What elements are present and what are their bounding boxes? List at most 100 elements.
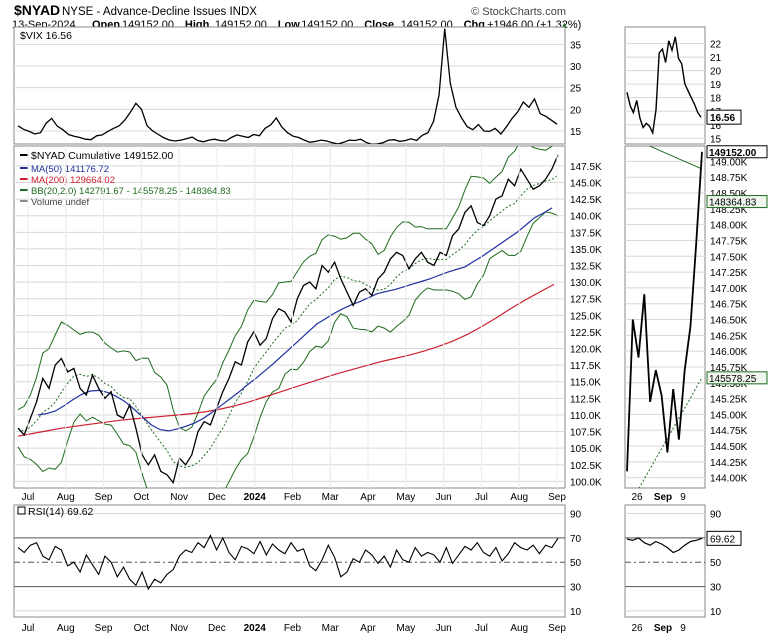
rsi-x-label: Sep (548, 623, 566, 634)
vix-zoom-line (626, 36, 702, 136)
rsi-clip-group (17, 534, 559, 591)
nyad-x-label: May (396, 492, 415, 503)
rsi-x-label: Jun (436, 623, 452, 634)
nyad-x-label: Sep (548, 492, 566, 503)
rsi-x-label: Aug (510, 623, 528, 634)
nyad-last-label-bb_lower: 145578.25 (709, 374, 757, 385)
nyad-tick-label: 102.5K (570, 461, 602, 472)
nyad-x-label: Feb (284, 492, 302, 503)
nyad-tick-label: 127.5K (570, 295, 602, 306)
nyad-x-label: Oct (134, 492, 150, 503)
vix-last-value-box (706, 109, 742, 125)
rsi-zoom-x-label: 26 (631, 623, 643, 634)
nyad-tick-label: 145.0K (570, 179, 602, 190)
rsi-last-value-box (706, 530, 742, 546)
vix-tick-label: 15 (570, 127, 582, 138)
rsi-zoom-x-label: 9 (680, 623, 686, 634)
vix-zoom-frame (624, 26, 706, 145)
rsi-x-label: May (396, 623, 415, 634)
rsi-zoom-line (626, 537, 703, 554)
nyad-clip-group (17, 146, 559, 488)
vix-tick-label: 20 (570, 105, 582, 116)
rsi-tick-label: 70 (570, 534, 582, 545)
nyad-zoom-tick-label: 145.75K (710, 363, 748, 374)
rsi-line (17, 534, 559, 591)
nyad-tick-label: 137.5K (570, 228, 602, 239)
vix-clip-group (17, 28, 558, 144)
nyad-last-label-bb_upper: 148364.83 (709, 198, 757, 209)
nyad-zoom-tick-label: 148.75K (710, 173, 748, 184)
rsi-legend-swatch (17, 506, 26, 515)
nyad-tick-label: 100.0K (570, 477, 602, 488)
vix-zoom-tick-label: 16 (710, 121, 722, 132)
rsi-x-label: Aug (57, 623, 75, 634)
nyad-last-box-bb_upper (706, 195, 768, 209)
nyad-zoom-line (626, 151, 703, 472)
nyad-zoom-tick-label: 146.75K (710, 300, 748, 311)
nyad-x-label: Sep (95, 492, 113, 503)
rsi-legend: RSI(14) 69.62 (28, 506, 94, 518)
bb-lower-zoom (638, 377, 703, 488)
bb-middle-line (17, 174, 559, 468)
nyad-zoom-tick-label: 144.00K (710, 474, 748, 485)
nyad-zoom-tick-label: 147.75K (710, 236, 748, 247)
vix-zoom-tick-label: 18 (710, 94, 722, 105)
nyad-zoom-tick-label: 149.00K (710, 157, 748, 168)
nyad-zoom-tick-label: 147.25K (710, 268, 748, 279)
nyad-tick-label: 122.5K (570, 328, 602, 339)
nyad-zoom-tick-label: 147.00K (710, 284, 748, 295)
nyad-x-label: Aug (510, 492, 528, 503)
nyad-legend-item: BB(20,2.0) 142791.67 - 145578.25 - 14836… (31, 186, 231, 197)
ma50-line (37, 207, 553, 432)
nyad-x-label: Jul (475, 492, 488, 503)
rsi-x-label: Apr (360, 623, 376, 634)
nyad-tick-label: 105.0K (570, 444, 602, 455)
nyad-x-label: Jul (22, 492, 35, 503)
nyad-x-label: Nov (170, 492, 188, 503)
rsi-zoom-tick-label: 90 (710, 510, 722, 521)
bb-lower-band (17, 211, 559, 488)
rsi-panel-frame (13, 504, 566, 618)
nyad-tick-label: 135.0K (570, 245, 602, 256)
nyad-zoom-x-label: 26 (631, 492, 643, 503)
rsi-x-label: Feb (284, 623, 302, 634)
vix-zoom-tick-label: 15 (710, 134, 722, 145)
nyad-zoom-tick-label: 148.25K (710, 205, 748, 216)
nyad-zoom-tick-label: 146.25K (710, 331, 748, 342)
nyad-legend-item: Volume undef (31, 197, 89, 208)
nyad-tick-label: 125.0K (570, 311, 602, 322)
nyad-zoom-tick-label: 148.00K (710, 221, 748, 232)
nyad-zoom-x-label: 9 (680, 492, 686, 503)
nyad-tick-label: 147.5K (570, 162, 602, 173)
nyad-last-label-close: 149152.00 (709, 148, 757, 159)
nyad-price-line (17, 154, 559, 485)
vix-zoom-tick-label: 20 (710, 67, 722, 78)
rsi-zoom-x-label: Sep (654, 623, 672, 634)
nyad-panel-frame (13, 145, 566, 489)
nyad-x-label: Mar (322, 492, 340, 503)
chart-symbol: $NYAD (14, 2, 60, 18)
rsi-x-label: 2024 (244, 623, 267, 634)
nyad-tick-label: 115.0K (570, 378, 601, 389)
rsi-tick-label: 30 (570, 583, 582, 594)
nyad-x-label: Aug (57, 492, 75, 503)
vix-zoom-clip-group (626, 36, 702, 136)
rsi-zoom-tick-label: 10 (710, 607, 722, 618)
rsi-zoom-clip-group (626, 537, 703, 554)
bb-upper-zoom (648, 146, 703, 170)
rsi-x-label: Mar (322, 623, 340, 634)
rsi-x-label: Sep (95, 623, 113, 634)
nyad-tick-label: 112.5K (570, 394, 601, 405)
nyad-zoom-tick-label: 147.50K (710, 252, 748, 263)
nyad-tick-label: 117.5K (570, 361, 601, 372)
nyad-tick-label: 110.0K (570, 411, 601, 422)
rsi-tick-label: 10 (570, 607, 582, 618)
nyad-x-label: Apr (360, 492, 376, 503)
rsi-zoom-tick-label: 50 (710, 558, 722, 569)
nyad-x-label: Dec (208, 492, 226, 503)
rsi-x-label: Dec (208, 623, 226, 634)
nyad-zoom-tick-label: 144.75K (710, 426, 748, 437)
chart-description: NYSE - Advance-Decline Issues INDX (62, 6, 257, 18)
rsi-last-value: 69.62 (710, 534, 735, 545)
